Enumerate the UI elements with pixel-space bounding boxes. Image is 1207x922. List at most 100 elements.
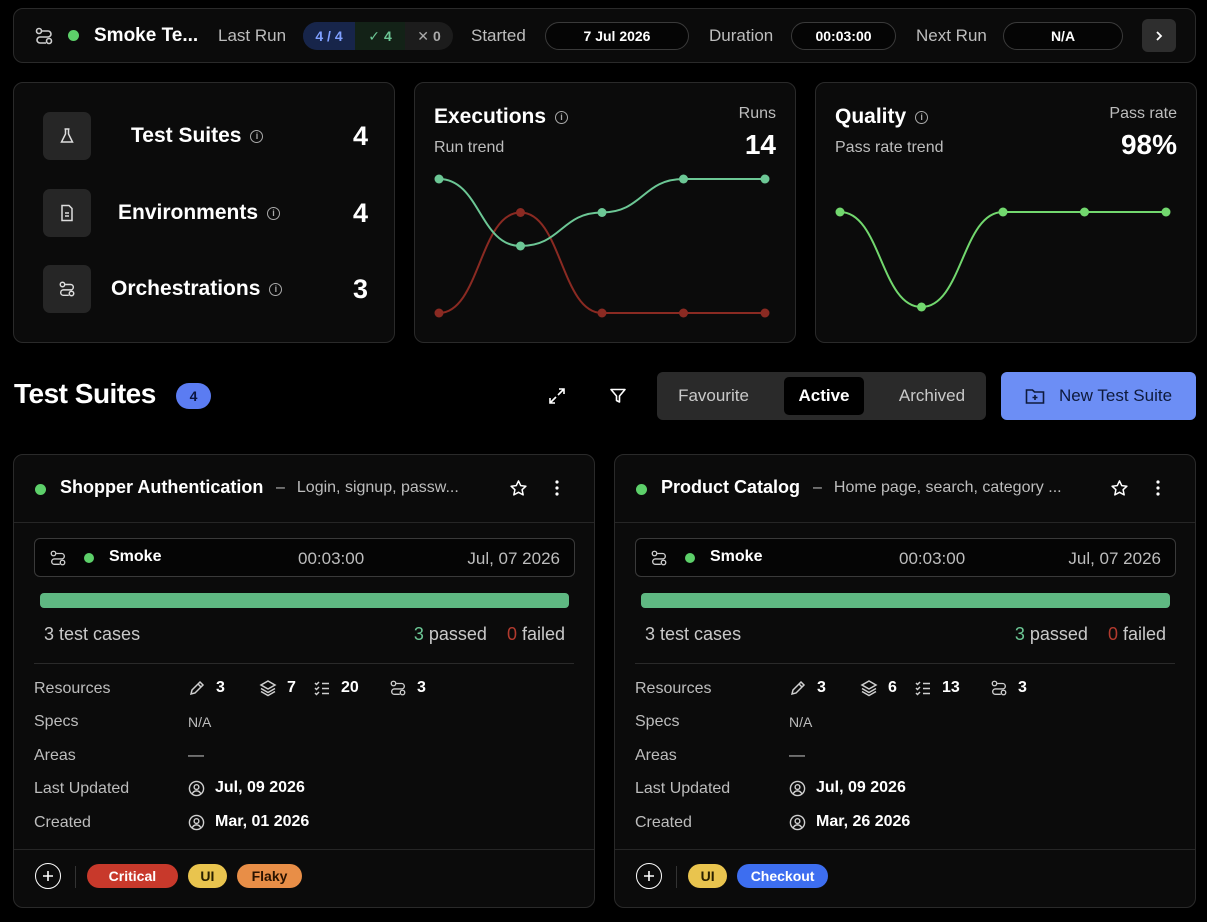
tag-badge[interactable]: Critical <box>87 864 178 888</box>
resources-label: Resources <box>635 680 712 697</box>
test-suite-card[interactable]: Shopper Authentication – Login, signup, pa… <box>13 454 595 908</box>
status-dot <box>68 30 79 41</box>
test-suite-card[interactable]: Product Catalog – Home page, search, categ… <box>614 454 1196 908</box>
info-icon[interactable]: i <box>269 282 283 296</box>
info-icon[interactable]: i <box>555 110 569 124</box>
status-dot <box>35 484 46 495</box>
duration-label: Duration <box>709 25 774 45</box>
pass-rate-value: 98% <box>1120 129 1177 160</box>
layers-icon <box>860 679 878 697</box>
failed-series-point[interactable] <box>679 308 688 318</box>
resource-count[interactable]: 3 <box>789 679 826 697</box>
last-updated-value: Jul, 09 2026 <box>789 779 906 797</box>
resource-count[interactable]: 3 <box>990 679 1027 697</box>
tag-badge[interactable]: UI <box>187 864 227 888</box>
route-icon <box>990 679 1008 697</box>
card-description: – Home page, search, category ... <box>813 479 1062 496</box>
new-test-suite-button[interactable]: New Test Suite <box>1001 372 1196 420</box>
run-ratio: 4 / 4 <box>303 22 355 50</box>
section-title: Test Suites <box>14 378 156 409</box>
next-run-value: N/A <box>1003 22 1123 50</box>
pass-rate-series-point[interactable] <box>835 207 845 217</box>
pass-rate-series-point[interactable] <box>998 207 1008 217</box>
document-icon <box>43 189 91 237</box>
user-icon <box>188 780 205 797</box>
quality-panel: Quality i Pass rate trend Pass rate 98% <box>815 82 1197 343</box>
failed-series-point[interactable] <box>597 308 607 318</box>
run-result-group[interactable]: 4 / 4 ✓ 4 ✕ 0 <box>303 22 453 50</box>
info-icon[interactable]: i <box>267 206 281 220</box>
route-icon <box>34 9 54 62</box>
resources-label: Resources <box>34 680 111 697</box>
status-dot <box>84 553 94 563</box>
info-icon[interactable]: i <box>250 129 264 143</box>
divider <box>635 663 1175 664</box>
expand-button[interactable] <box>541 380 573 412</box>
pass-progress-bar <box>40 593 569 608</box>
stat-test-suites[interactable]: Test Suites i 4 <box>43 112 368 160</box>
run-name: Smoke <box>109 548 162 565</box>
pass-rate-series-point[interactable] <box>917 302 926 312</box>
passed-series-point[interactable] <box>434 174 444 184</box>
resource-count[interactable]: 7 <box>259 679 296 697</box>
failed-series-point[interactable] <box>760 308 770 318</box>
tag-badge[interactable]: Flaky <box>237 864 302 888</box>
areas-value: — <box>789 747 805 764</box>
stat-label: Test Suites <box>131 124 242 147</box>
layers-icon <box>259 679 277 697</box>
pass-rate-series-point[interactable] <box>1161 207 1171 217</box>
card-title[interactable]: Product Catalog <box>661 477 801 497</box>
filter-icon <box>609 387 627 405</box>
tab-archived[interactable]: Archived <box>898 386 966 405</box>
star-icon[interactable] <box>1110 479 1129 498</box>
duration-value: 00:03:00 <box>791 22 896 50</box>
route-icon <box>650 549 668 567</box>
started-value: 7 Jul 2026 <box>545 22 689 50</box>
resource-count[interactable]: 3 <box>188 679 225 697</box>
run-duration: 00:03:00 <box>298 549 365 568</box>
pass-fail-summary: 3 passed 0 failed <box>1014 624 1166 644</box>
passed-series-point[interactable] <box>597 208 607 217</box>
failed-series-point[interactable] <box>516 208 525 217</box>
last-run-row[interactable]: Smoke 00:03:00 Jul, 07 2026 <box>34 538 575 577</box>
tag-badge[interactable]: UI <box>688 864 728 888</box>
executions-chart <box>434 174 770 318</box>
divider <box>75 866 76 888</box>
last-run-label: Last Run <box>218 25 287 45</box>
star-icon[interactable] <box>509 479 528 498</box>
divider <box>676 866 677 888</box>
divider <box>34 663 574 664</box>
last-run-row[interactable]: Smoke 00:03:00 Jul, 07 2026 <box>635 538 1176 577</box>
last-updated-value: Jul, 09 2026 <box>188 779 305 797</box>
passed-series-point[interactable] <box>516 241 525 251</box>
more-vertical-icon[interactable] <box>554 479 560 497</box>
tab-active[interactable]: Active <box>784 377 864 415</box>
areas-label: Areas <box>635 747 677 764</box>
resource-count[interactable]: 13 <box>914 679 960 697</box>
next-button[interactable] <box>1142 19 1176 52</box>
add-tag-button[interactable] <box>35 863 61 889</box>
passed-series-point[interactable] <box>679 174 688 184</box>
passed-series-point[interactable] <box>760 174 770 184</box>
stat-environments[interactable]: Environments i 4 <box>43 189 368 237</box>
card-title[interactable]: Shopper Authentication <box>60 477 264 497</box>
pass-rate-series-point[interactable] <box>1080 207 1089 217</box>
new-test-suite-label: New Test Suite <box>1058 386 1173 405</box>
last-updated-label: Last Updated <box>635 780 731 797</box>
failed-series-point[interactable] <box>434 308 444 318</box>
tag-badge[interactable]: Checkout <box>737 864 828 888</box>
pass-fail-summary: 3 passed 0 failed <box>413 624 565 644</box>
failed-series-line <box>438 211 765 315</box>
resource-count[interactable]: 20 <box>313 679 359 697</box>
filter-button[interactable] <box>602 380 634 412</box>
pass-progress-bar <box>641 593 1170 608</box>
resource-count[interactable]: 6 <box>860 679 897 697</box>
resource-count[interactable]: 3 <box>389 679 426 697</box>
card-footer: Critical UI Flaky <box>14 849 594 907</box>
add-tag-button[interactable] <box>636 863 662 889</box>
info-icon[interactable]: i <box>915 110 929 124</box>
more-vertical-icon[interactable] <box>1155 479 1161 497</box>
run-title[interactable]: Smoke Te... <box>94 24 199 46</box>
tab-favourite[interactable]: Favourite <box>678 386 749 405</box>
stat-orchestrations[interactable]: Orchestrations i 3 <box>43 265 368 313</box>
